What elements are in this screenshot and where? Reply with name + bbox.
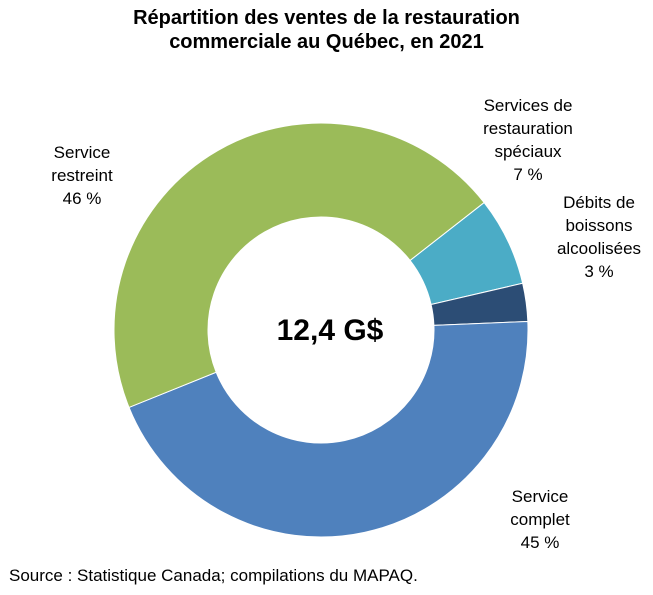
chart-title: Répartition des ventes de la restauratio…: [0, 6, 653, 54]
source-note: Source : Statistique Canada; compilation…: [9, 566, 418, 585]
chart-title-line-1: Répartition des ventes de la restauratio…: [133, 7, 520, 29]
donut-slice-2: [128, 320, 529, 538]
donut-slice-3: [113, 122, 485, 409]
slice-label-3: Service restreint 46 %: [51, 143, 113, 208]
slice-label-2: Service complet 45 %: [510, 487, 570, 552]
slice-label-1: Débits de boissons alcoolisées 3 %: [557, 193, 641, 281]
chart-title-line-2: commerciale au Québec, en 2021: [169, 31, 484, 53]
slice-labels: Services de restauration spéciaux 7 % Débits…: [51, 96, 641, 552]
donut-center-total: 12,4 G$: [277, 314, 384, 347]
slice-label-0: Services de restauration spéciaux 7 %: [483, 96, 573, 184]
donut-slices: [113, 122, 529, 538]
